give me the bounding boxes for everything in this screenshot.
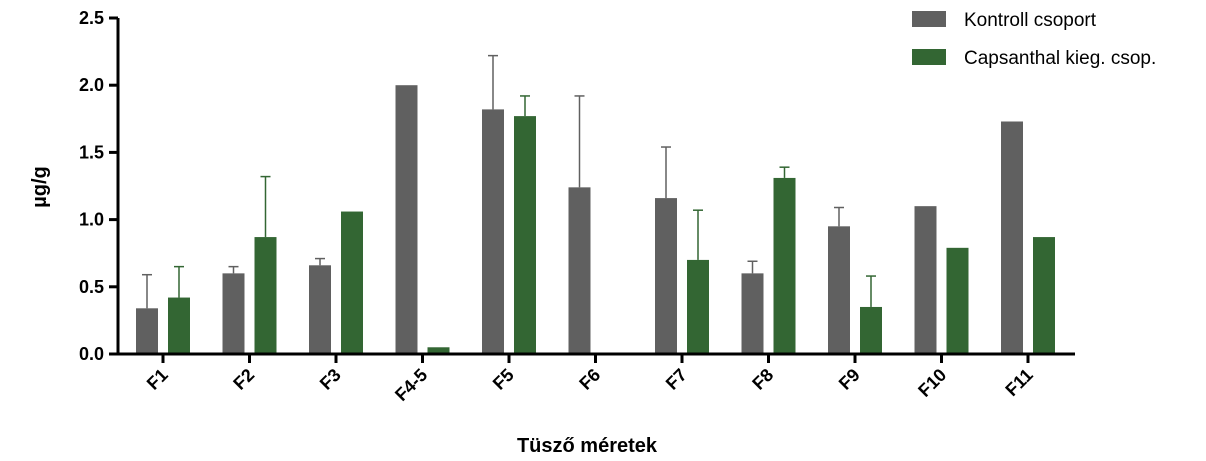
bar-capsanthal-f7 xyxy=(687,259,709,354)
legend-label: Kontroll csoport xyxy=(964,10,1097,31)
x-tick-label-f3: F3 xyxy=(316,365,345,394)
legend-item-capsanthal: Capsanthal kieg. csop. xyxy=(912,48,1156,69)
bar-kontroll-f2 xyxy=(222,273,245,354)
y-tick-label: 2.5 xyxy=(79,8,104,28)
bar-kontroll-f7 xyxy=(655,198,677,354)
x-tick-label-f11: F11 xyxy=(1001,365,1036,400)
x-tick-label-f6: F6 xyxy=(575,365,604,394)
bar-capsanthal-f3 xyxy=(341,211,363,354)
x-tick-label-f4-5: F4-5 xyxy=(391,365,431,405)
x-tick-label-f9: F9 xyxy=(835,365,864,394)
x-tick-label-f5: F5 xyxy=(489,365,518,394)
bars-layer xyxy=(136,85,1055,354)
x-ticks-layer: F1 F2 F3 F4-5 F5 F6 F7 F8 F9 F10 F11 xyxy=(143,354,1037,405)
error-bar-capsanthal-f5 xyxy=(520,95,530,117)
bar-capsanthal-f4-5 xyxy=(427,347,450,354)
error-bar-kontroll-f6 xyxy=(574,95,585,188)
legend-swatch xyxy=(912,11,946,27)
bar-kontroll-f11 xyxy=(1001,121,1023,354)
y-ticks-layer: 0.0 0.5 1.0 1.5 2.0 2.5 xyxy=(79,8,118,364)
error-bar-capsanthal-f2 xyxy=(260,175,271,238)
bar-kontroll-f6 xyxy=(568,187,591,354)
x-tick-label-f1: F1 xyxy=(143,365,172,394)
error-bar-capsanthal-f8 xyxy=(779,166,790,178)
legend: Kontroll csoport Capsanthal kieg. csop. xyxy=(912,10,1156,69)
error-bar-capsanthal-f7 xyxy=(693,209,703,260)
x-tick-label-f2: F2 xyxy=(229,365,258,394)
x-axis-title: Tüsző méretek xyxy=(517,435,658,457)
bar-capsanthal-f10 xyxy=(946,247,969,354)
error-bar-kontroll-f8 xyxy=(747,260,758,274)
legend-item-kontroll: Kontroll csoport xyxy=(912,10,1097,31)
bar-kontroll-f5 xyxy=(482,109,504,354)
error-bar-kontroll-f1 xyxy=(142,273,152,309)
y-axis-title: µg/g xyxy=(29,166,51,208)
error-bar-kontroll-f2 xyxy=(228,265,239,274)
error-bar-capsanthal-f9 xyxy=(866,275,876,307)
bar-capsanthal-f1 xyxy=(168,297,190,354)
y-tick-label: 1.5 xyxy=(79,142,104,162)
error-bar-kontroll-f7 xyxy=(661,146,671,199)
x-tick-label-f7: F7 xyxy=(662,365,691,394)
bar-kontroll-f8 xyxy=(741,273,764,354)
bar-kontroll-f1 xyxy=(136,308,158,354)
y-tick-label: 0.0 xyxy=(79,344,104,364)
bar-kontroll-f9 xyxy=(828,226,850,354)
axes-layer xyxy=(110,18,1075,356)
bar-capsanthal-f11 xyxy=(1033,237,1055,354)
bar-kontroll-f10 xyxy=(914,206,937,354)
error-bar-kontroll-f5 xyxy=(488,54,498,110)
error-bars-layer xyxy=(142,54,876,309)
y-tick-label: 0.5 xyxy=(79,277,104,297)
bar-capsanthal-f8 xyxy=(773,177,796,354)
error-bar-kontroll-f3 xyxy=(315,257,325,266)
legend-label: Capsanthal kieg. csop. xyxy=(964,48,1156,69)
bar-capsanthal-f2 xyxy=(254,237,277,354)
bar-kontroll-f3 xyxy=(309,265,331,354)
bar-capsanthal-f5 xyxy=(514,116,536,354)
error-bar-kontroll-f9 xyxy=(834,206,844,227)
bar-kontroll-f4-5 xyxy=(395,85,418,354)
y-tick-label: 1.0 xyxy=(79,210,104,230)
x-tick-label-f10: F10 xyxy=(914,365,950,401)
bar-capsanthal-f9 xyxy=(860,306,882,354)
legend-swatch xyxy=(912,49,946,65)
y-tick-label: 2.0 xyxy=(79,75,104,95)
x-tick-label-f8: F8 xyxy=(748,365,777,394)
error-bar-capsanthal-f1 xyxy=(174,265,184,298)
